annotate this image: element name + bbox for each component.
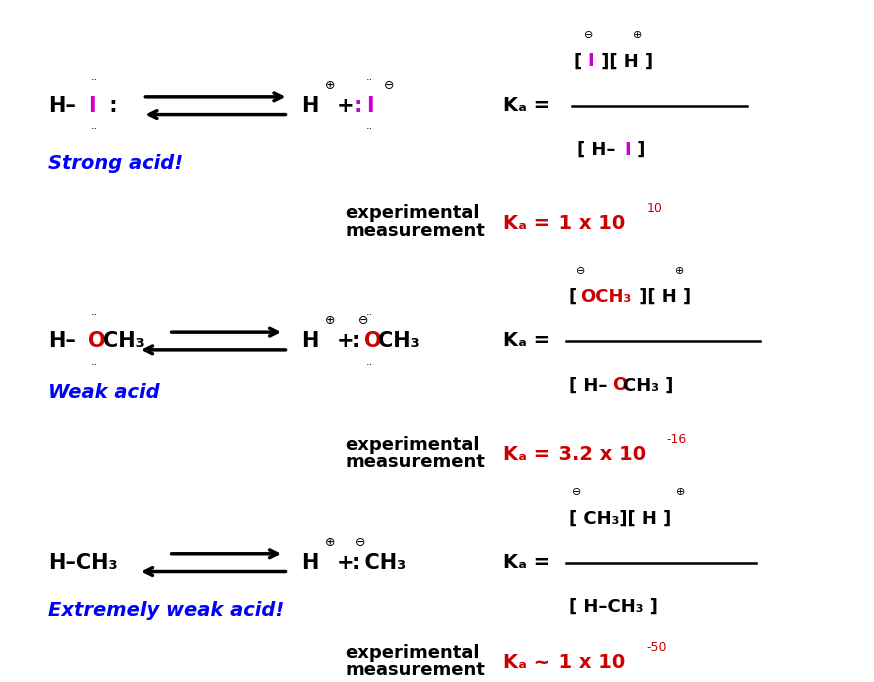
Text: [ H–: [ H– bbox=[569, 376, 607, 394]
Text: ⊕: ⊕ bbox=[675, 266, 684, 276]
Text: :: : bbox=[352, 331, 364, 351]
Text: CH₃: CH₃ bbox=[378, 331, 420, 351]
Text: 3.2 x 10: 3.2 x 10 bbox=[545, 445, 646, 464]
Text: ··: ·· bbox=[91, 75, 98, 85]
Text: Kₐ =: Kₐ = bbox=[503, 553, 550, 572]
Text: Extremely weak acid!: Extremely weak acid! bbox=[48, 601, 284, 620]
Text: :: : bbox=[102, 95, 118, 116]
Text: -16: -16 bbox=[666, 433, 686, 447]
Text: ··: ·· bbox=[91, 360, 98, 370]
Text: OCH₃: OCH₃ bbox=[580, 288, 632, 306]
Text: [: [ bbox=[574, 53, 588, 70]
Text: ⊕: ⊕ bbox=[325, 535, 336, 549]
Text: [ H–CH₃ ]: [ H–CH₃ ] bbox=[569, 598, 658, 616]
Text: experimental: experimental bbox=[345, 644, 480, 662]
Text: +: + bbox=[336, 331, 354, 351]
Text: I: I bbox=[624, 141, 631, 159]
Text: ··: ·· bbox=[366, 125, 373, 134]
Text: Strong acid!: Strong acid! bbox=[48, 154, 184, 173]
Text: [ CH₃][ H ]: [ CH₃][ H ] bbox=[569, 509, 671, 527]
Text: ⊕: ⊕ bbox=[325, 314, 336, 327]
Text: Kₐ =: Kₐ = bbox=[503, 213, 550, 233]
Text: experimental: experimental bbox=[345, 205, 480, 222]
Text: 1 x 10: 1 x 10 bbox=[545, 653, 625, 672]
Text: H: H bbox=[302, 552, 319, 573]
Text: measurement: measurement bbox=[345, 222, 485, 239]
Text: O: O bbox=[612, 376, 627, 394]
Text: ⊖: ⊖ bbox=[358, 314, 369, 327]
Text: ⊖: ⊖ bbox=[384, 78, 394, 92]
Text: O: O bbox=[364, 331, 381, 351]
Text: ⊕: ⊕ bbox=[676, 488, 685, 497]
Text: H: H bbox=[302, 95, 319, 116]
Text: I: I bbox=[366, 95, 374, 116]
Text: 1 x 10: 1 x 10 bbox=[545, 213, 625, 233]
Text: Kₐ =: Kₐ = bbox=[503, 445, 550, 464]
Text: ⊕: ⊕ bbox=[633, 31, 642, 40]
Text: H–: H– bbox=[48, 95, 76, 116]
Text: ⊖: ⊖ bbox=[572, 488, 581, 497]
Text: Weak acid: Weak acid bbox=[48, 383, 160, 402]
Text: ··: ·· bbox=[365, 360, 372, 370]
Text: ]: ] bbox=[631, 141, 645, 159]
Text: Kₐ ~: Kₐ ~ bbox=[503, 653, 550, 672]
Text: ⊖: ⊖ bbox=[355, 535, 365, 549]
Text: H–: H– bbox=[48, 331, 76, 351]
Text: ][ H ]: ][ H ] bbox=[633, 288, 691, 306]
Text: Kₐ =: Kₐ = bbox=[503, 96, 550, 115]
Text: -50: -50 bbox=[647, 641, 667, 655]
Text: ⊖: ⊖ bbox=[584, 31, 593, 40]
Text: :: : bbox=[354, 95, 363, 116]
Text: Kₐ =: Kₐ = bbox=[503, 331, 550, 351]
Text: ⊖: ⊖ bbox=[576, 266, 586, 276]
Text: CH₃ ]: CH₃ ] bbox=[623, 376, 674, 394]
Text: [: [ bbox=[569, 288, 583, 306]
Text: ··: ·· bbox=[91, 310, 98, 320]
Text: ··: ·· bbox=[91, 125, 98, 134]
Text: ][ H ]: ][ H ] bbox=[595, 53, 654, 70]
Text: ··: ·· bbox=[366, 75, 373, 85]
Text: measurement: measurement bbox=[345, 454, 485, 471]
Text: H–CH₃: H–CH₃ bbox=[48, 552, 118, 573]
Text: O: O bbox=[88, 331, 106, 351]
Text: : CH₃: : CH₃ bbox=[352, 552, 406, 573]
Text: measurement: measurement bbox=[345, 662, 485, 679]
Text: CH₃: CH₃ bbox=[103, 331, 145, 351]
Text: I: I bbox=[587, 53, 594, 70]
Text: I: I bbox=[88, 95, 96, 116]
Text: experimental: experimental bbox=[345, 436, 480, 454]
Text: ⊕: ⊕ bbox=[325, 78, 336, 92]
Text: 10: 10 bbox=[647, 201, 662, 215]
Text: H: H bbox=[302, 331, 319, 351]
Text: +: + bbox=[336, 552, 354, 573]
Text: +: + bbox=[336, 95, 354, 116]
Text: ··: ·· bbox=[365, 310, 372, 320]
Text: [ H–: [ H– bbox=[577, 141, 615, 159]
